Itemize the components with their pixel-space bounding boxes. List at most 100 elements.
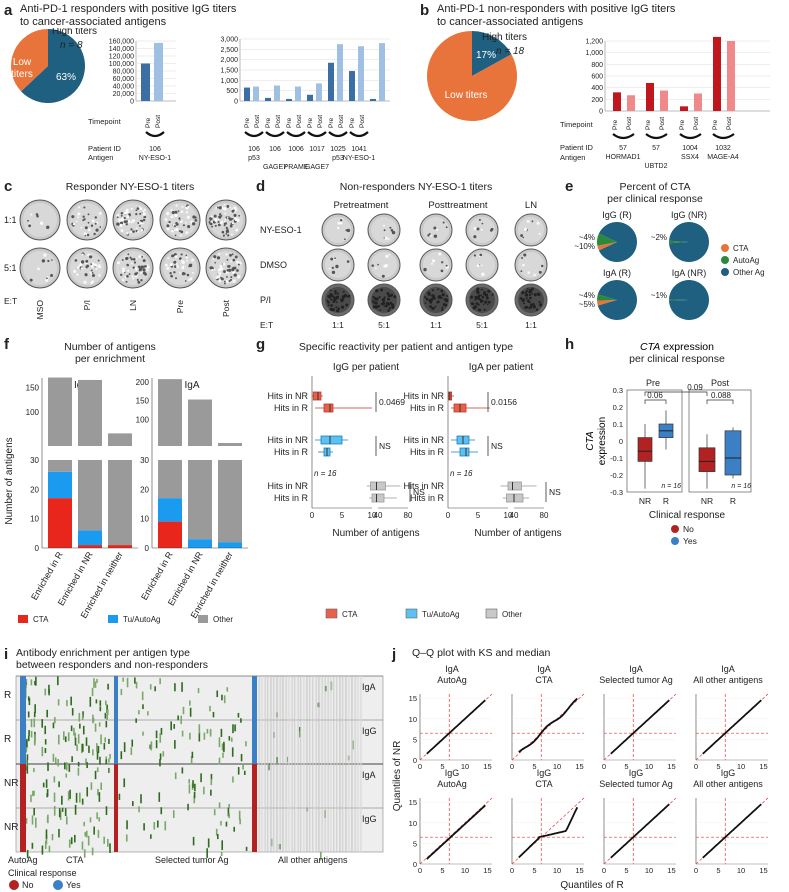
a-bar-pre — [265, 97, 271, 101]
well-spot — [346, 260, 350, 263]
f-bar-other-low — [158, 460, 182, 499]
well-spot — [91, 262, 95, 266]
heatmap-cell — [57, 676, 59, 686]
well-spot — [424, 302, 427, 304]
heatmap-cell — [106, 704, 108, 713]
well-spot — [335, 264, 339, 269]
well-spot — [430, 234, 433, 237]
well-spot — [184, 221, 187, 224]
well-spot — [185, 211, 189, 214]
heatmap-other-col — [340, 676, 342, 852]
heatmap-cell — [92, 749, 94, 756]
pie-slice-autoag — [597, 233, 617, 246]
well-spot — [130, 228, 133, 231]
well-spot — [474, 298, 477, 301]
qq-xtick: 15 — [759, 762, 767, 771]
well-spot — [209, 217, 213, 221]
pie-pct-label: ~1% — [651, 291, 667, 300]
well-spot — [130, 231, 132, 233]
f-ytick: 200 — [136, 378, 150, 387]
heatmap-cell — [41, 746, 44, 757]
heatmap-cell — [74, 737, 77, 746]
b-bar-post — [627, 95, 635, 111]
heatmap-cell — [132, 801, 134, 807]
heatmap-cell — [181, 767, 184, 774]
legend-swatch — [721, 244, 729, 252]
heatmap-cell — [33, 718, 36, 728]
well-spot — [346, 228, 351, 233]
heatmap-other-col — [351, 676, 352, 852]
treatment-group-label: LN — [525, 200, 537, 211]
g-xtick: 80 — [404, 511, 413, 520]
et-label: E:T — [260, 320, 273, 330]
legend-label: Other — [502, 610, 522, 619]
well-spot — [440, 297, 443, 300]
heatmap-cell — [242, 763, 244, 770]
heatmap-cell — [125, 834, 128, 842]
well-spot — [483, 308, 486, 311]
well — [465, 213, 499, 247]
well-spot — [431, 262, 434, 265]
well-spot — [486, 303, 489, 306]
well-spot — [330, 298, 333, 301]
well-spot — [437, 288, 440, 291]
well-spot — [139, 207, 143, 211]
f-bar-tu — [48, 471, 72, 499]
well-spot — [194, 219, 198, 222]
well-spot — [343, 238, 346, 241]
h-ytick: 0.2 — [613, 403, 623, 412]
condition-label: LN — [128, 300, 138, 311]
heatmap-cell — [33, 735, 36, 746]
heatmap-cell — [25, 745, 28, 753]
well-spot — [174, 234, 177, 237]
well-spot — [173, 260, 177, 264]
qq-ytick: 15 — [409, 694, 417, 703]
a-chart1-ytick: 140,000 — [109, 46, 134, 53]
well-spot — [331, 266, 334, 270]
heatmap-cell — [46, 793, 49, 798]
qq-xtick: 5 — [440, 866, 444, 875]
timepoint-bracket — [286, 131, 306, 138]
well-spot — [477, 294, 481, 298]
well-spot — [87, 228, 91, 232]
well-spot — [525, 290, 528, 293]
well-spot — [387, 238, 390, 240]
heatmap-cell — [44, 748, 47, 754]
well-spot — [221, 207, 224, 210]
well-spot — [185, 254, 188, 257]
well-spot — [481, 272, 485, 276]
well-spot — [170, 274, 173, 278]
heatmap-cell — [162, 751, 165, 757]
well-spot — [180, 218, 183, 221]
heatmap-cell — [155, 730, 158, 739]
heatmap-cell — [209, 705, 211, 712]
h-xtick: R — [663, 496, 669, 506]
well-spot — [90, 269, 93, 272]
et-value: 1:1 — [332, 320, 344, 330]
well-spot — [126, 232, 129, 235]
well-spot — [214, 224, 217, 227]
qq-curve — [610, 803, 670, 859]
heatmap-cell — [198, 724, 201, 734]
well-spot — [385, 254, 389, 258]
box — [459, 447, 470, 457]
heatmap-other-col — [333, 676, 334, 852]
heatmap-other-col — [280, 676, 282, 852]
heatmap-cell — [74, 732, 76, 739]
heatmap-cell — [215, 828, 218, 836]
well — [205, 247, 247, 289]
patient-id: 57 — [619, 145, 627, 152]
heatmap-cell — [103, 743, 106, 750]
heatmap-other-col — [273, 676, 274, 852]
well-spot — [164, 263, 168, 267]
qq-type-label: CTA — [535, 675, 552, 685]
well-spot — [440, 289, 444, 293]
well-spot — [91, 272, 94, 274]
panel-label-c: c — [4, 178, 13, 195]
well-spot — [223, 207, 227, 211]
a-bar-pre — [349, 71, 355, 101]
heatmap-cell — [75, 792, 78, 803]
legend-swatch — [9, 880, 19, 890]
well-spot — [334, 292, 337, 295]
well-spot — [326, 299, 329, 302]
